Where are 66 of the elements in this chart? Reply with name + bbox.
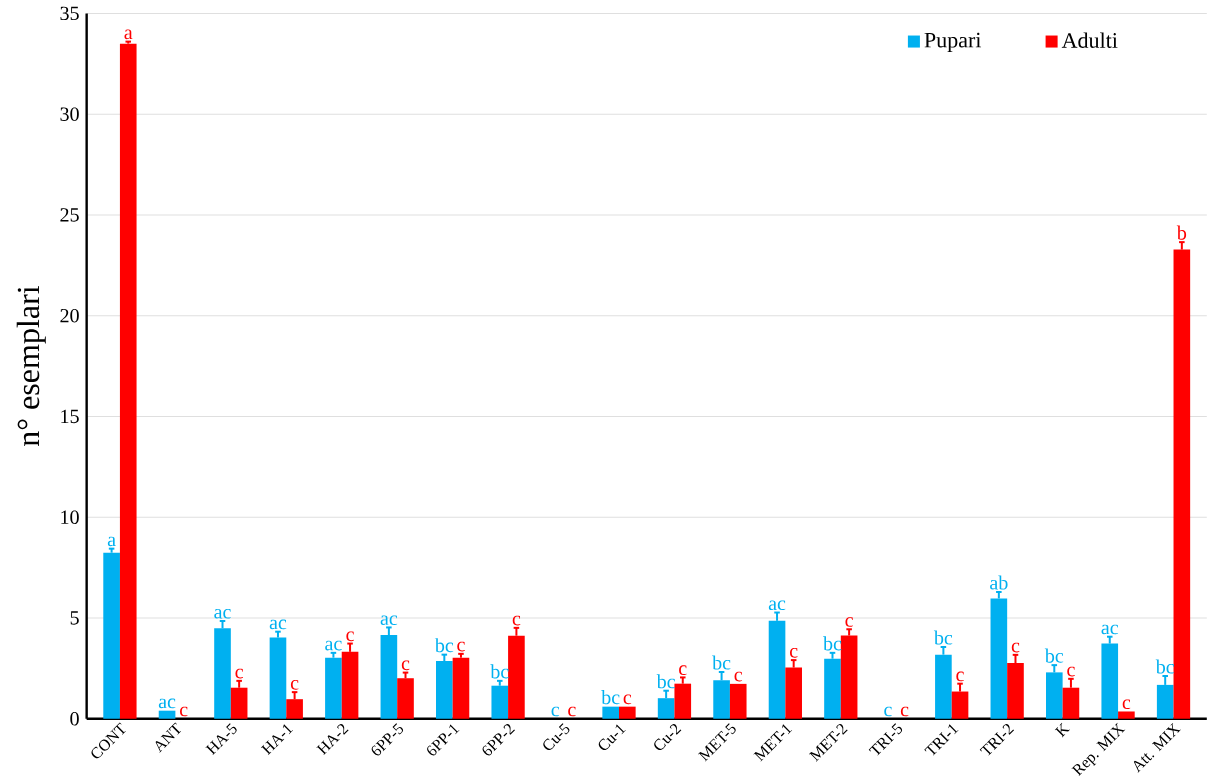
data-label: bc [933,630,953,645]
data-label: ac [1101,624,1119,635]
bar [729,684,747,719]
data-label: c [290,680,299,690]
data-label: c [180,706,188,717]
x-tick-label: K [1054,722,1070,738]
bar [269,637,287,719]
data-label: c [845,617,853,627]
data-label: ab [990,575,1008,590]
data-label: bc [1044,648,1064,663]
legend-label: Pupari [924,32,982,53]
x-tick-label: Cu-5 [543,723,570,751]
data-label: c [512,615,521,626]
data-label: c [884,706,892,717]
bar [824,658,841,719]
y-tick-label: 10 [61,510,79,525]
data-label: b [1176,225,1187,240]
y-axis-title: n° esemplari [16,286,46,447]
bar [602,706,619,719]
data-label: ac [768,600,786,611]
y-tick-label: 35 [60,6,79,21]
y-tick-label: 30 [60,107,79,122]
data-label: ac [269,619,287,630]
y-tick-label: 20 [60,309,79,323]
data-label: c [956,671,964,682]
data-label: c [1122,699,1131,710]
data-label: ac [158,698,176,709]
data-label: bc [712,655,731,670]
data-label: c [551,706,560,717]
data-label: c [623,694,632,705]
bar [103,552,120,719]
data-label: bc [656,674,675,689]
bar [1118,711,1135,719]
data-label: a [124,29,133,40]
data-label: a [107,536,116,547]
bar [452,657,470,719]
data-label: c [568,706,576,717]
data-label: c [235,668,243,679]
data-label: c [457,641,465,652]
data-label: c [734,671,743,682]
bar [325,657,342,719]
data-label: c [401,660,410,671]
data-label: c [346,631,354,642]
data-label: c [789,648,798,658]
data-label: ac [380,615,398,626]
data-label: c [900,706,909,717]
data-label: bc [601,690,620,705]
y-tick-label: 25 [60,208,79,222]
bar [158,710,176,719]
x-tick-label: Cu-1 [598,724,626,751]
bar [397,678,414,719]
data-label: c [1067,666,1075,677]
data-label: ac [325,640,342,651]
x-tick-label: Cu-2 [654,724,682,751]
bar [618,706,636,719]
bar [491,685,509,719]
y-tick-label: 15 [61,409,79,424]
data-label: bc [434,638,454,653]
bar [119,43,137,719]
data-label: c [1011,642,1020,653]
y-tick-label: 0 [70,712,79,726]
data-label: bc [1155,659,1175,674]
data-label: c [679,665,687,676]
y-tick-label: 5 [70,611,79,625]
legend-label: Adulti [1061,32,1118,49]
data-label: ac [214,609,231,619]
